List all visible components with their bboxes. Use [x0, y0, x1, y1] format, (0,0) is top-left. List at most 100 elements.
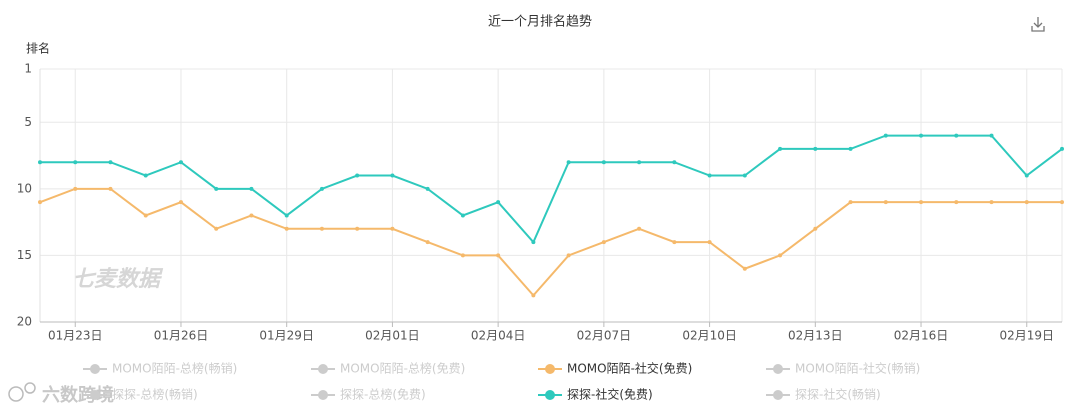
point [1060, 146, 1064, 151]
x-tick-label: 02月13日 [788, 329, 843, 343]
point [73, 160, 78, 165]
point [672, 160, 677, 165]
x-tick-label: 02月16日 [894, 329, 949, 343]
point [390, 226, 395, 231]
series-line [40, 134, 1063, 244]
point [778, 146, 783, 151]
legend-dot [773, 364, 783, 374]
point [214, 226, 219, 231]
point [919, 133, 924, 138]
point [989, 200, 994, 205]
y-tick-label: 5 [24, 115, 32, 129]
legend-item[interactable]: MOMO陌陌-社交(免费) [538, 361, 692, 376]
legend-label: 探探-社交(免费) [567, 387, 653, 402]
legend-dot [318, 390, 328, 400]
y-tick-label: 20 [17, 315, 32, 329]
point [848, 200, 853, 205]
x-tick-label: 01月26日 [154, 329, 209, 343]
point [249, 186, 254, 191]
point [954, 133, 959, 138]
point [390, 173, 395, 178]
corner-watermark: 六数跨境 [42, 384, 114, 406]
legend-dot [90, 390, 100, 400]
y-tick-label: 1 [24, 62, 32, 76]
point [1060, 200, 1064, 205]
legend-label: 探探-社交(畅销) [795, 387, 881, 402]
legend-label: 探探-总榜(免费) [340, 387, 426, 402]
point [883, 200, 888, 205]
point [637, 226, 642, 231]
x-tick-label: 01月29日 [259, 329, 314, 343]
legend-item[interactable]: 探探-总榜(畅销) [83, 387, 198, 402]
legend-dot [545, 364, 555, 374]
point [38, 200, 42, 205]
point [601, 160, 606, 165]
legend-item[interactable]: MOMO陌陌-总榜(免费) [311, 361, 465, 376]
point [425, 186, 430, 191]
point [883, 133, 888, 138]
point [73, 186, 78, 191]
point [742, 266, 747, 271]
legend-label: MOMO陌陌-总榜(免费) [340, 361, 465, 376]
point [178, 160, 183, 165]
point [1024, 200, 1029, 205]
point [425, 240, 430, 245]
legend-item[interactable]: MOMO陌陌-社交(畅销) [766, 361, 920, 376]
point [531, 293, 536, 298]
point [38, 160, 42, 165]
x-tick-label: 02月10日 [682, 329, 737, 343]
point [566, 160, 571, 165]
legend-dot [773, 390, 783, 400]
point [989, 133, 994, 138]
point [319, 186, 324, 191]
point [707, 240, 712, 245]
point [319, 226, 324, 231]
legend-dot [545, 390, 555, 400]
point [108, 160, 113, 165]
point [919, 200, 924, 205]
point [637, 160, 642, 165]
watermark: 七麦数据 [72, 267, 164, 292]
legend-item[interactable]: MOMO陌陌-总榜(畅销) [83, 361, 237, 376]
point [284, 213, 289, 218]
x-tick-label: 01月23日 [48, 329, 103, 343]
point [813, 226, 818, 231]
point [355, 173, 360, 178]
download-icon[interactable] [1031, 17, 1045, 32]
point [284, 226, 289, 231]
legend-label: 探探-总榜(畅销) [112, 387, 198, 402]
point [778, 253, 783, 258]
point [1024, 173, 1029, 178]
point [108, 186, 113, 191]
point [954, 200, 959, 205]
legend-label: MOMO陌陌-社交(免费) [567, 361, 692, 376]
point [848, 146, 853, 151]
point [566, 253, 571, 258]
legend-dot [318, 364, 328, 374]
point [214, 186, 219, 191]
corner-logo [8, 382, 36, 402]
point [496, 200, 501, 205]
point [813, 146, 818, 151]
legend-item[interactable]: 探探-总榜(免费) [311, 387, 426, 402]
legend-label: MOMO陌陌-社交(畅销) [795, 361, 920, 376]
point [531, 240, 536, 245]
point [460, 253, 465, 258]
legend-item[interactable]: 探探-社交(畅销) [766, 387, 881, 402]
point [178, 200, 183, 205]
point [249, 213, 254, 218]
chart-title: 近一个月排名趋势 [488, 14, 592, 30]
y-tick-label: 10 [17, 181, 32, 195]
point [460, 213, 465, 218]
legend-item[interactable]: 探探-社交(免费) [538, 387, 653, 402]
x-tick-label: 02月04日 [471, 329, 526, 343]
x-tick-label: 02月19日 [999, 329, 1054, 343]
point [707, 173, 712, 178]
point [143, 173, 148, 178]
y-axis-label: 排名 [26, 41, 50, 56]
legend-dot [90, 364, 100, 374]
x-tick-label: 02月01日 [365, 329, 420, 343]
point [143, 213, 148, 218]
point [672, 240, 677, 245]
